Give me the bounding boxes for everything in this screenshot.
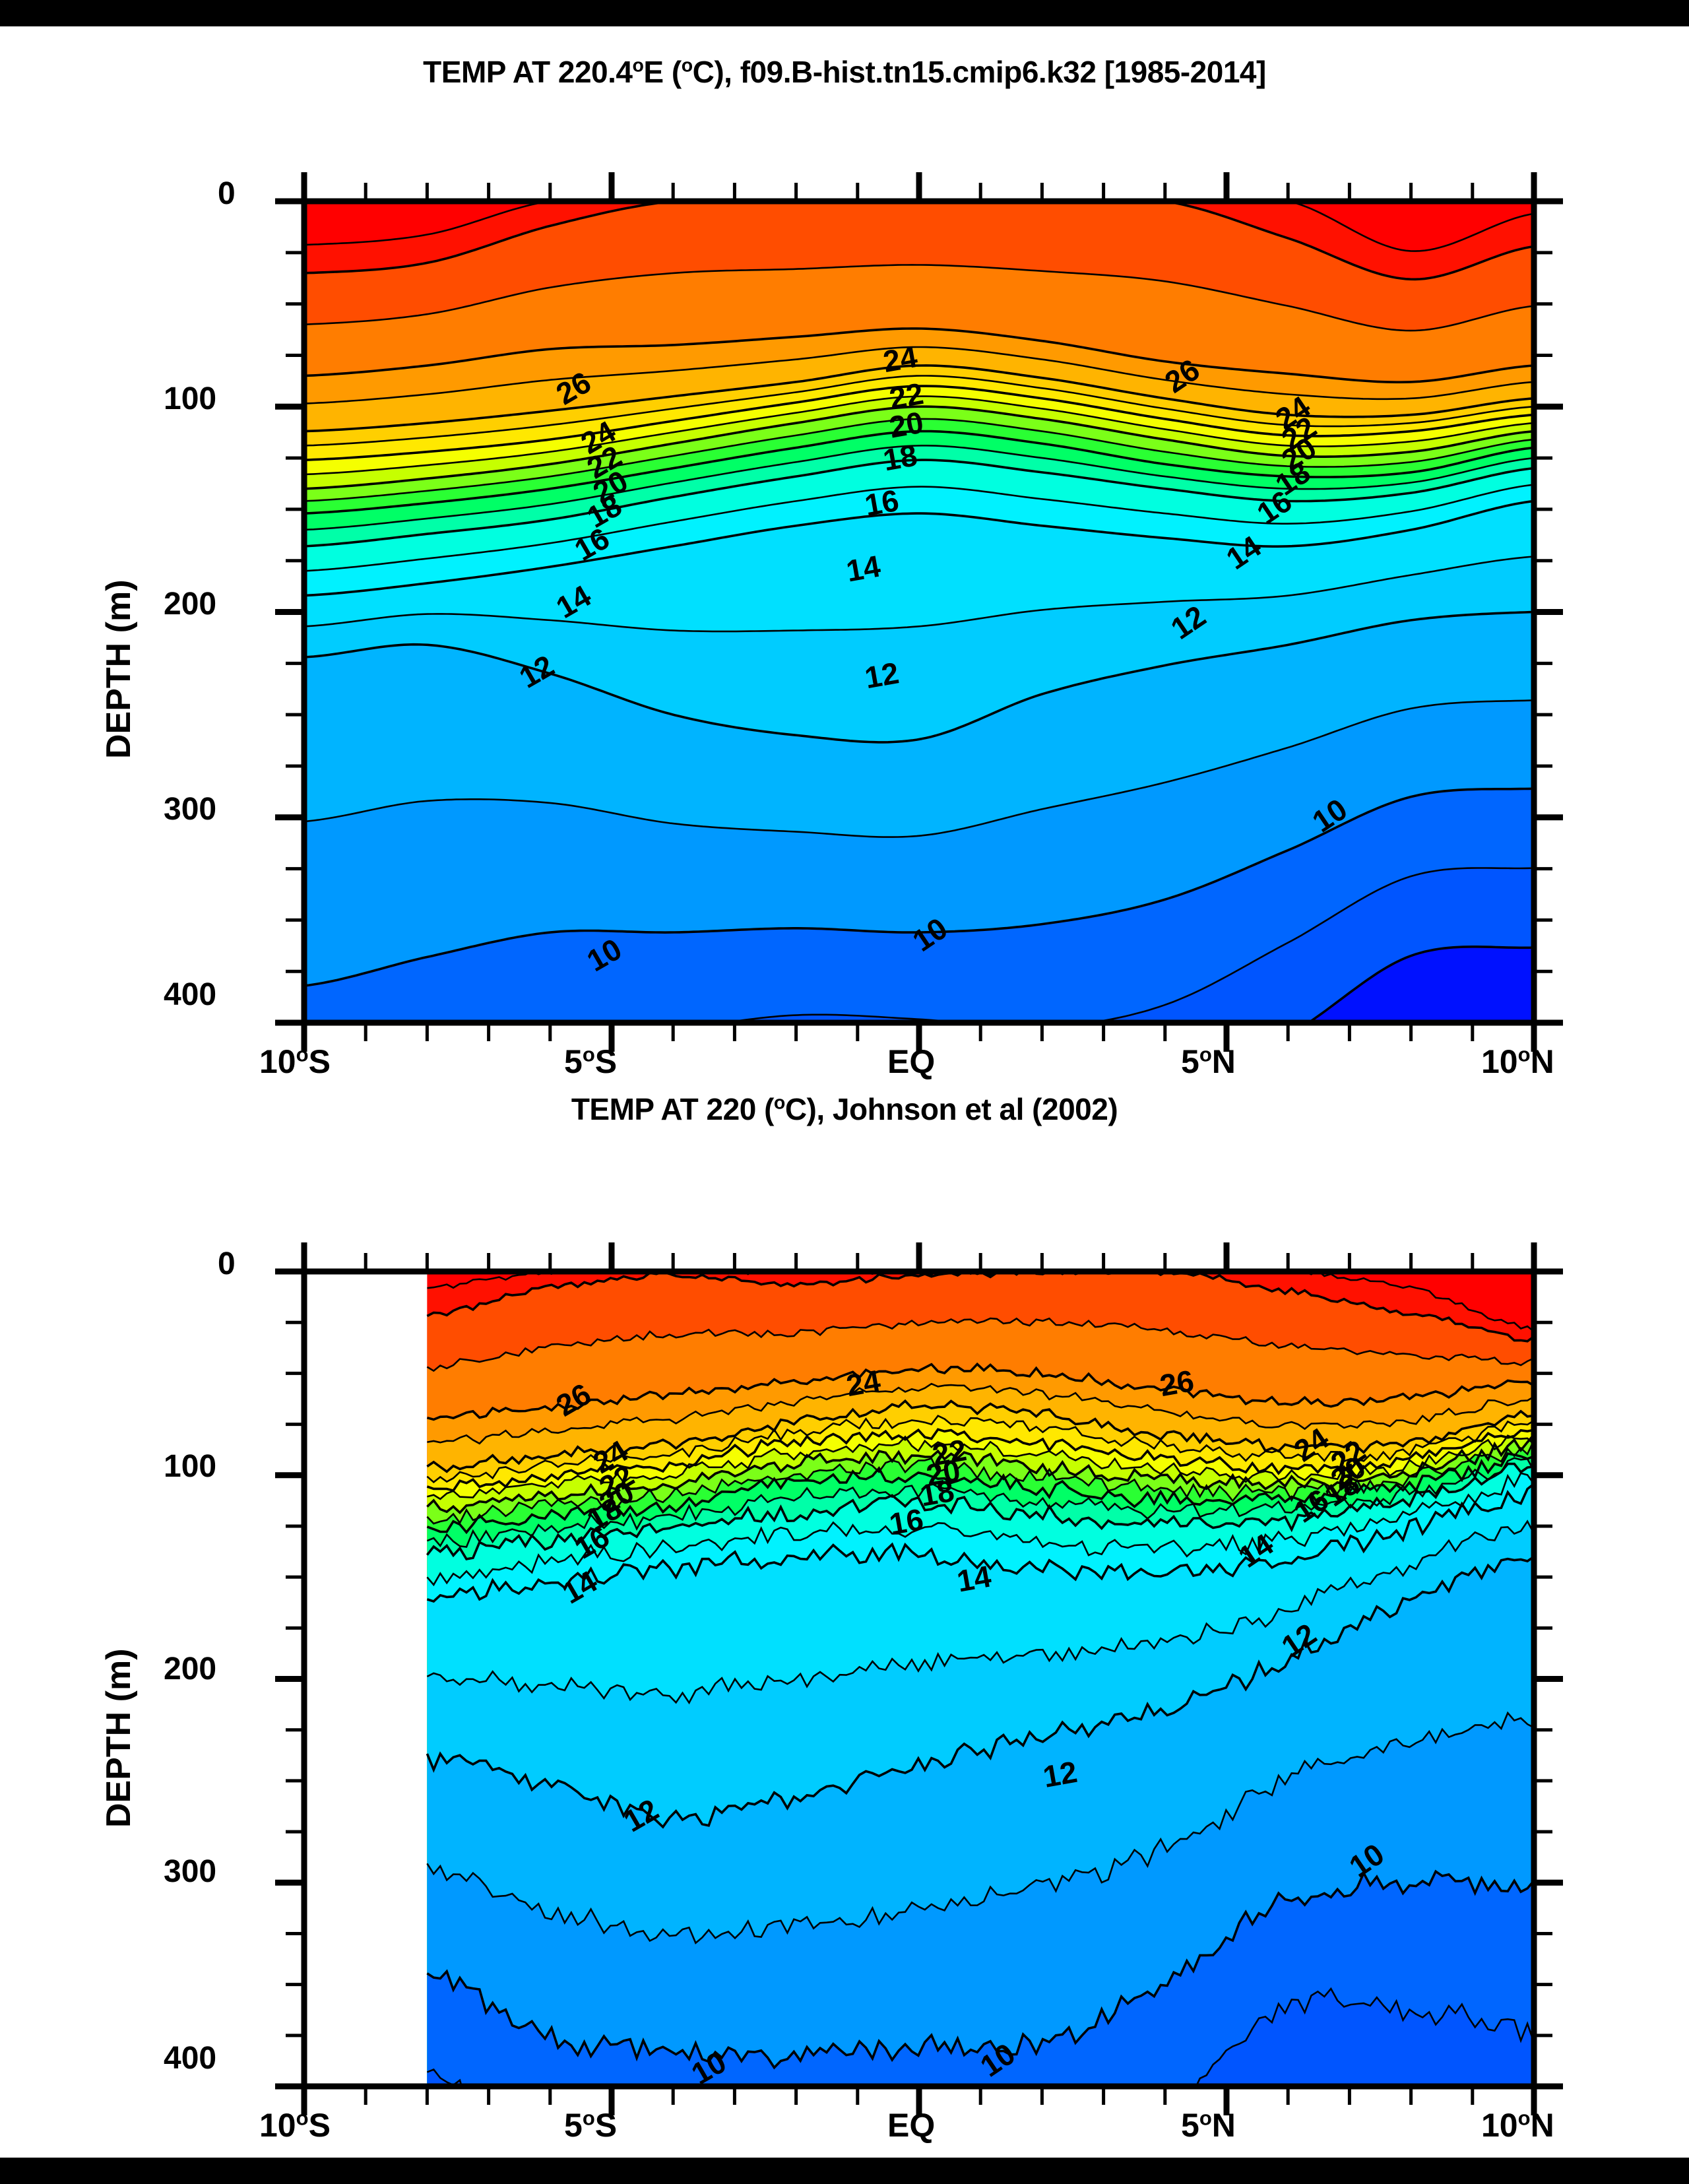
fill-band-8 [1308,946,1534,1023]
panel-title-model: TEMP AT 220.4oE (oC), f09.B-hist.tn15.cm… [423,55,1266,89]
contour-line-27 [304,264,1534,332]
contour-line-17 [426,1457,1534,1548]
y-tick-100-model: 100 [164,381,217,416]
panel-title-observations: TEMP AT 220 (oC), Johnson et al (2002) [571,1092,1118,1126]
contour-lines-observations [426,1271,1534,2086]
contour-line-15 [426,1472,1534,1587]
contour-line-23 [426,1415,1534,1483]
panel-observations: TEMP AT 220 (oC), Johnson et al (2002) D… [0,1082,1689,2158]
fill-band-9 [427,1989,1534,2086]
x-tick-10N-observations: 10oN [1481,2106,1554,2144]
degree-symbol: o [681,55,693,77]
contour-line-22 [426,1428,1534,1493]
contour-line-19 [426,1440,1534,1525]
figure-canvas: TEMP AT 220.4oE (oC), f09.B-hist.tn15.cm… [0,26,1689,2158]
contour-line-9 [718,867,1534,1023]
contour-lines-model [304,201,1534,1023]
contour-line-10 [426,1869,1534,2070]
contour-label-16: 16 [887,1502,926,1541]
y-tick-0-observations: 0 [218,1246,236,1281]
y-tick-200-observations: 200 [164,1652,217,1686]
degree-symbol: o [632,55,644,77]
contour-line-13 [426,1520,1534,1705]
contour-line-18 [304,430,1534,515]
contour-line-27 [426,1317,1534,1372]
contour-line-28 [304,201,1534,281]
contour-line-26 [304,327,1534,383]
y-tick-0-model: 0 [218,176,236,211]
contour-label-14: 14 [955,1558,994,1598]
contour-line-13 [304,556,1534,633]
contour-label-18: 18 [918,1473,957,1513]
contour-label-26: 26 [1157,1363,1196,1403]
contour-label-12: 12 [1040,1754,1079,1794]
contour-line-25 [427,1382,1534,1445]
contour-label-16: 16 [862,483,901,523]
fill-band-10 [304,788,1534,1023]
y-axis-label-observations: DEPTH (m) [100,1648,138,1828]
contour-line-24 [426,1399,1534,1473]
contour-line-8 [1306,946,1534,1023]
x-tick-5S-observations: 5oS [564,2106,618,2144]
contour-line-17 [304,445,1534,531]
axes-model [275,172,1563,1052]
axes-observations [275,1242,1563,2115]
y-tick-100-observations: 100 [164,1449,217,1484]
contour-line-20 [304,405,1534,490]
x-tick-10S-model: 10oS [259,1043,331,1080]
contour-label-20: 20 [924,1453,963,1493]
contour-line-26 [426,1362,1534,1421]
contour-line-12 [426,1555,1534,1829]
contour-line-14 [426,1483,1534,1603]
contour-line-16 [304,459,1534,548]
contour-line-9 [426,1987,1534,2086]
contour-label-22: 22 [887,376,926,416]
contour-line-11 [304,699,1534,838]
y-tick-300-model: 300 [164,792,217,827]
contour-line-29 [304,201,1534,252]
x-tick-10S-observations: 10oS [259,2106,331,2144]
contour-label-18: 18 [881,437,920,477]
y-tick-400-model: 400 [164,977,217,1012]
contour-label-22: 22 [930,1432,969,1472]
filled-contours-model [304,201,1534,1023]
y-axis-label-model: DEPTH (m) [100,579,138,759]
panel-model: TEMP AT 220.4oE (oC), f09.B-hist.tn15.cm… [0,26,1689,1082]
contour-line-24 [304,364,1534,433]
y-tick-400-observations: 400 [164,2041,217,2076]
contour-line-11 [426,1711,1534,1944]
contour-plot-model: 2624222018161412242220181614122624222018… [275,172,1563,1052]
contour-label-24: 24 [881,339,920,379]
contour-label-20: 20 [887,405,926,445]
contour-line-10 [304,787,1534,987]
degree-symbol: o [773,1092,785,1114]
contour-line-21 [427,1434,1534,1500]
filled-contours-observations [427,1271,1534,2086]
x-tick-EQ-model: EQ [887,1043,936,1080]
contour-line-14 [304,499,1534,597]
x-tick-5S-model: 5oS [564,1043,618,1080]
contour-line-12 [304,610,1534,744]
x-tick-10N-model: 10oN [1481,1043,1554,1080]
contour-line-21 [304,395,1534,476]
x-tick-5N-model: 5oN [1181,1043,1236,1080]
contour-label-12: 12 [862,655,901,695]
contour-plot-observations: 2624222018161412242220181614122624222018… [275,1242,1563,2115]
y-tick-300-observations: 300 [164,1854,217,1889]
contour-label-14: 14 [844,548,883,588]
contour-line-25 [304,346,1534,404]
contour-line-19 [304,418,1534,502]
contour-label-24: 24 [844,1363,883,1403]
title-text-model-a: TEMP AT 220.4 [423,55,633,89]
contour-line-20 [426,1434,1534,1515]
x-tick-5N-observations: 5oN [1181,2106,1236,2144]
contour-line-18 [426,1452,1534,1535]
contour-line-22 [304,385,1534,461]
fill-band-9 [724,868,1534,1023]
y-tick-200-model: 200 [164,587,217,622]
x-tick-EQ-observations: EQ [887,2107,936,2144]
contour-line-23 [304,375,1534,447]
contour-line-15 [304,484,1534,572]
